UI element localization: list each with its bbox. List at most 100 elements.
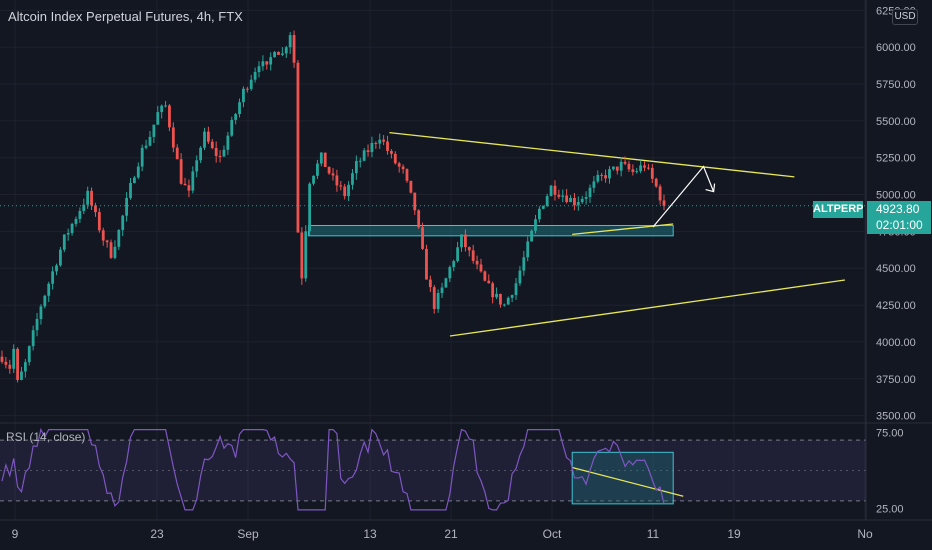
candle-body <box>280 53 284 55</box>
candle-body <box>253 71 257 80</box>
candle-body <box>608 169 611 179</box>
price-tick-label: 3500.00 <box>876 411 916 423</box>
candle-body <box>47 283 51 296</box>
candle-body <box>370 142 374 152</box>
candle-body <box>183 183 187 186</box>
candle-body <box>436 293 440 309</box>
candle-body <box>249 79 253 89</box>
candle-body <box>456 247 460 261</box>
candle-body <box>401 166 405 170</box>
candle-body <box>327 166 331 174</box>
candle-body <box>238 102 241 115</box>
horizontal-gridlines <box>0 9 866 417</box>
candle-body <box>569 197 572 203</box>
trendline <box>389 132 795 178</box>
candle-body <box>97 212 101 231</box>
candle-body <box>117 230 121 247</box>
candle-body <box>125 197 129 216</box>
candle-body <box>576 202 580 206</box>
candle-body <box>94 205 97 213</box>
candle-body <box>526 241 530 258</box>
time-tick-label: Oct <box>543 527 562 541</box>
candle-body <box>86 190 90 205</box>
candle-body <box>565 195 569 203</box>
candle-body <box>557 194 561 197</box>
candle-body <box>460 234 463 248</box>
candle-body <box>199 147 202 161</box>
candle-body <box>354 161 358 174</box>
candle-body <box>378 139 382 144</box>
candle-body <box>288 35 292 48</box>
time-tick-label: 11 <box>647 527 660 541</box>
price-tick-label: 3750.00 <box>876 374 916 386</box>
rsi-tick-label: 25.00 <box>876 503 904 515</box>
candle-body <box>440 287 444 294</box>
candle-body <box>495 293 498 298</box>
candle-body <box>140 147 144 167</box>
candle-body <box>31 330 35 347</box>
candle-body <box>23 362 27 372</box>
candle-body <box>452 260 456 268</box>
candle-body <box>658 186 662 201</box>
candle-body <box>491 283 495 298</box>
candle-body <box>101 230 105 241</box>
last-price-value: 4923.80 <box>876 202 920 216</box>
candle-body <box>300 232 304 279</box>
candle-body <box>604 175 607 179</box>
candle-body <box>518 270 522 284</box>
candle-body <box>210 141 214 149</box>
candle-body <box>78 211 82 219</box>
candlestick-series <box>0 30 666 383</box>
candle-body <box>534 219 537 231</box>
candle-body <box>386 141 389 151</box>
candle-body <box>43 295 47 307</box>
candle-body <box>230 119 234 136</box>
candle-body <box>187 185 191 191</box>
candle-body <box>59 249 62 266</box>
time-axis[interactable]: 9 23 Sep 13 21 Oct 11 19 No <box>12 527 873 541</box>
candle-body <box>160 105 164 113</box>
candle-body <box>413 192 417 211</box>
candle-body <box>245 88 249 90</box>
time-tick-label: 23 <box>150 527 164 541</box>
candle-body <box>347 184 350 197</box>
time-tick-label: 19 <box>727 527 741 541</box>
candle-body <box>467 247 471 251</box>
candle-body <box>27 346 31 363</box>
candle-body <box>218 155 222 157</box>
candle-body <box>339 185 343 187</box>
rsi-axis[interactable]: 75.00 25.00 <box>876 428 904 516</box>
candle-body <box>277 51 280 55</box>
projection-arrow[interactable] <box>652 165 716 228</box>
time-tick-label: 21 <box>444 527 458 541</box>
price-tick-label: 4000.00 <box>876 337 916 349</box>
candle-body <box>541 205 545 209</box>
candle-body <box>284 47 288 54</box>
time-tick-label: 9 <box>12 527 19 541</box>
candle-body <box>203 131 206 148</box>
candle-body <box>319 152 323 164</box>
candle-body <box>479 264 483 272</box>
symbol-price-tag: ALTPERP <box>813 201 864 218</box>
candle-body <box>421 227 424 249</box>
candle-body <box>514 283 518 296</box>
time-tick-label: 13 <box>363 527 377 541</box>
candle-body <box>222 149 226 157</box>
candle-body <box>650 167 654 179</box>
candle-body <box>405 169 409 181</box>
candle-body <box>584 197 588 199</box>
time-tick-label: Sep <box>237 527 259 541</box>
candle-body <box>214 148 218 156</box>
currency-button[interactable]: USD <box>892 9 918 25</box>
candle-body <box>152 124 156 137</box>
price-tick-label: 6000.00 <box>876 42 916 54</box>
candle-body <box>39 306 43 320</box>
projection-arrowhead <box>705 183 716 193</box>
candle-body <box>499 293 502 305</box>
candle-body <box>20 371 23 380</box>
candle-body <box>600 174 604 176</box>
candle-body <box>448 267 452 279</box>
rsi-drawings[interactable] <box>571 451 684 505</box>
candle-body <box>308 183 312 232</box>
